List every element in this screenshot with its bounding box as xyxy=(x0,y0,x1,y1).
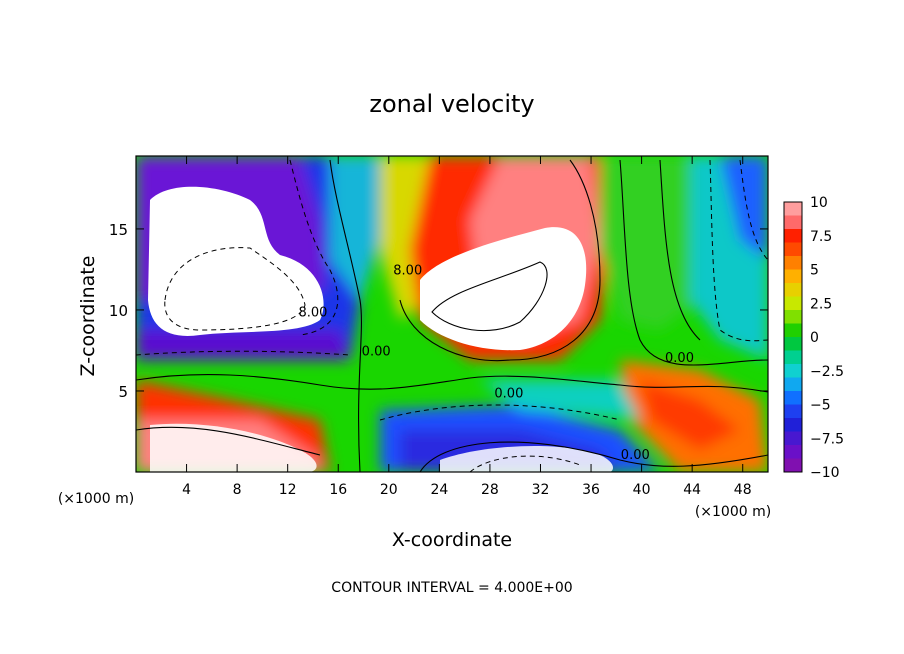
colorbar-tick-label: −5 xyxy=(810,398,831,414)
colorbar xyxy=(783,201,803,473)
x-tick-label: 20 xyxy=(380,482,398,498)
colorbar-swatch xyxy=(784,269,802,284)
y-axis-label: Z-coordinate xyxy=(77,256,99,377)
contour-interval-note: CONTOUR INTERVAL = 4.000E+00 xyxy=(331,580,572,596)
x-tick-label: 4 xyxy=(182,482,191,498)
colorbar-tick-label: −10 xyxy=(810,465,840,481)
x-tick-label: 16 xyxy=(329,482,347,498)
x-tick-label: 12 xyxy=(279,482,297,498)
contour-label: 8.00 xyxy=(393,263,422,278)
y-tick-label: 5 xyxy=(118,383,128,401)
colorbar-swatch xyxy=(784,215,802,230)
colorbar-swatch xyxy=(784,418,802,432)
colorbar-swatch xyxy=(784,202,802,216)
colorbar-tick-label: −7.5 xyxy=(810,431,844,447)
colorbar-swatch xyxy=(784,391,802,405)
colorbar-swatch xyxy=(784,310,802,324)
contour-label: 0.00 xyxy=(362,344,391,359)
colorbar-swatch xyxy=(784,256,802,270)
x-tick-label: 36 xyxy=(582,482,600,498)
colorbar-tick-label: 7.5 xyxy=(810,229,832,245)
colorbar-swatch xyxy=(784,323,802,338)
colorbar-tick-label: −2.5 xyxy=(810,364,844,380)
colorbar-tick-label: 5 xyxy=(810,263,819,279)
contour-labels: 8.00 8.00 0.00 0.00 0.00 0.00 xyxy=(298,263,694,463)
x-tick-label: 24 xyxy=(430,482,448,498)
x-tick-label: 28 xyxy=(481,482,499,498)
contour-label: 8.00 xyxy=(298,305,327,320)
colorbar-swatch xyxy=(784,445,802,459)
colorbar-frame xyxy=(783,201,803,473)
x-tick-label: 32 xyxy=(532,482,550,498)
colorbar-tick-label: 10 xyxy=(810,195,828,211)
colorbar-tick-label: 0 xyxy=(810,330,819,346)
x-unit-left: (×1000 m) xyxy=(58,491,134,507)
x-tick-label: 40 xyxy=(633,482,651,498)
contour-label: 0.00 xyxy=(665,351,694,366)
colorbar-ticks: 10 7.5 5 2.5 0 −2.5 −5 −7.5 −10 xyxy=(810,195,844,481)
colorbar-swatch xyxy=(784,431,802,446)
x-tick-label: 48 xyxy=(734,482,752,498)
x-unit-right: (×1000 m) xyxy=(695,504,771,520)
x-tick-label: 44 xyxy=(683,482,701,498)
contour-label: 0.00 xyxy=(494,386,523,401)
contour-label: 0.00 xyxy=(621,448,650,463)
y-tick-label: 10 xyxy=(109,302,128,320)
colorbar-swatch xyxy=(784,337,802,351)
y-axis: 5 10 15 xyxy=(109,221,768,401)
colorbar-swatch xyxy=(784,229,802,243)
plot-frame xyxy=(135,155,769,473)
colorbar-swatch xyxy=(784,364,802,378)
colorbar-swatch xyxy=(784,458,802,473)
colorbar-swatch xyxy=(784,283,802,297)
y-tick-label: 15 xyxy=(109,221,128,239)
colorbar-swatch xyxy=(784,350,802,365)
x-axis-label: X-coordinate xyxy=(392,529,512,551)
colorbar-swatch xyxy=(784,296,802,311)
heatmap-field xyxy=(136,156,768,472)
colorbar-swatch xyxy=(784,242,802,257)
colorbar-swatch xyxy=(784,377,802,392)
x-tick-label: 8 xyxy=(233,482,242,498)
chart-title: zonal velocity xyxy=(369,90,534,118)
colorbar-swatch xyxy=(784,404,802,419)
colorbar-tick-label: 2.5 xyxy=(810,296,832,312)
x-axis: 4 8 12 16 20 24 28 32 36 40 44 48 xyxy=(182,156,752,498)
